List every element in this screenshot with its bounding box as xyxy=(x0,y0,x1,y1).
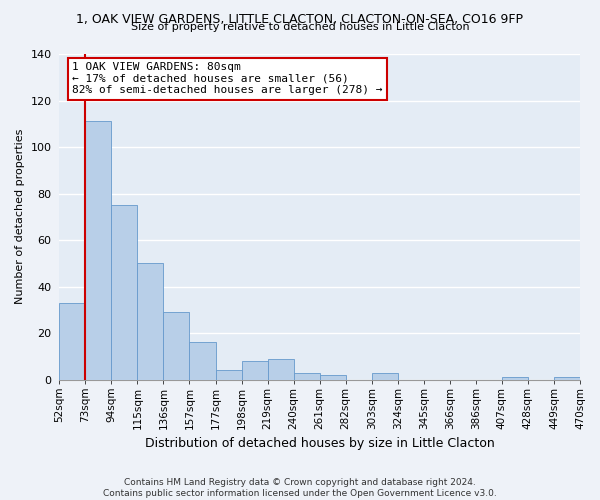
Bar xyxy=(112,205,137,380)
Text: 1, OAK VIEW GARDENS, LITTLE CLACTON, CLACTON-ON-SEA, CO16 9FP: 1, OAK VIEW GARDENS, LITTLE CLACTON, CLA… xyxy=(77,12,523,26)
Bar xyxy=(215,370,242,380)
Bar xyxy=(268,358,293,380)
Bar xyxy=(372,372,398,380)
Y-axis label: Number of detached properties: Number of detached properties xyxy=(15,129,25,304)
Bar xyxy=(163,312,190,380)
Bar xyxy=(85,122,112,380)
Bar xyxy=(190,342,215,380)
Bar xyxy=(554,378,580,380)
Text: 1 OAK VIEW GARDENS: 80sqm
← 17% of detached houses are smaller (56)
82% of semi-: 1 OAK VIEW GARDENS: 80sqm ← 17% of detac… xyxy=(73,62,383,96)
Bar xyxy=(320,375,346,380)
Bar xyxy=(59,303,85,380)
Bar xyxy=(293,372,320,380)
Bar xyxy=(242,361,268,380)
Text: Contains HM Land Registry data © Crown copyright and database right 2024.
Contai: Contains HM Land Registry data © Crown c… xyxy=(103,478,497,498)
Text: Size of property relative to detached houses in Little Clacton: Size of property relative to detached ho… xyxy=(131,22,469,32)
X-axis label: Distribution of detached houses by size in Little Clacton: Distribution of detached houses by size … xyxy=(145,437,494,450)
Bar xyxy=(137,264,163,380)
Bar xyxy=(502,378,528,380)
